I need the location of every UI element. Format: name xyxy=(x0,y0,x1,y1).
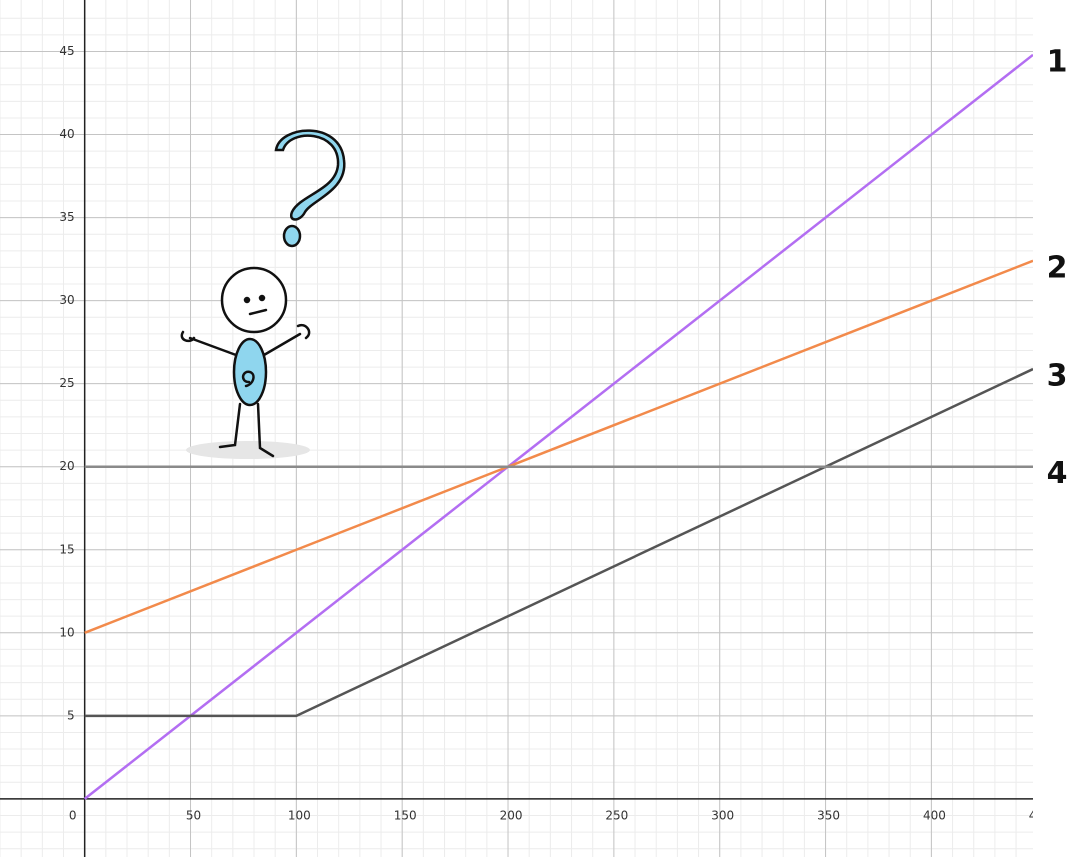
x-tick-label: 0 xyxy=(69,808,77,822)
x-tick-label: 350 xyxy=(817,808,840,822)
y-tick-label: 5 xyxy=(67,708,75,722)
series-label: 1 xyxy=(1047,44,1068,79)
y-tick-label: 25 xyxy=(59,376,74,390)
y-tick-label: 30 xyxy=(59,293,74,307)
chart: 0 50 100 150 200 250 300 350 400 450 5 10 15 20 25 30 35… xyxy=(0,0,1071,857)
lines xyxy=(85,55,1033,799)
series-labels: 1 2 3 4 xyxy=(1047,44,1068,491)
x-tick-label: 200 xyxy=(500,808,523,822)
x-tick-label: 300 xyxy=(711,808,734,822)
x-tick-label: 100 xyxy=(288,808,311,822)
x-tick-label: 450 xyxy=(1029,808,1052,822)
series-label: 2 xyxy=(1047,250,1068,285)
grid xyxy=(0,0,1037,857)
x-tick-label: 150 xyxy=(394,808,417,822)
series-label: 4 xyxy=(1047,456,1068,491)
y-tick-label: 40 xyxy=(59,127,74,141)
y-tick-label: 35 xyxy=(59,210,74,224)
x-tick-label: 50 xyxy=(186,808,201,822)
series-line xyxy=(85,55,1033,799)
x-tick-label: 400 xyxy=(923,808,946,822)
confused-figure xyxy=(182,131,345,459)
y-tick-label: 45 xyxy=(59,44,74,58)
y-tick-label: 10 xyxy=(59,625,74,639)
y-tick-label: 15 xyxy=(59,542,74,556)
x-tick-label: 250 xyxy=(605,808,628,822)
y-tick-label: 20 xyxy=(59,459,74,473)
series-label: 3 xyxy=(1047,359,1068,394)
series-line xyxy=(85,369,1033,716)
